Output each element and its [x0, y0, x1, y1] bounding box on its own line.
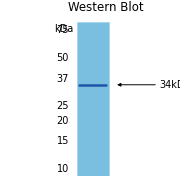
Text: 75: 75	[57, 25, 69, 35]
Text: 20: 20	[57, 116, 69, 126]
Text: 34kDa: 34kDa	[160, 80, 180, 90]
Text: 25: 25	[57, 101, 69, 111]
Text: 15: 15	[57, 136, 69, 146]
Text: Western Blot: Western Blot	[68, 1, 144, 14]
Text: 10: 10	[57, 164, 69, 174]
Bar	[77, 22, 109, 176]
Text: 37: 37	[57, 74, 69, 84]
Text: kDa: kDa	[54, 24, 74, 34]
Text: 50: 50	[57, 53, 69, 63]
